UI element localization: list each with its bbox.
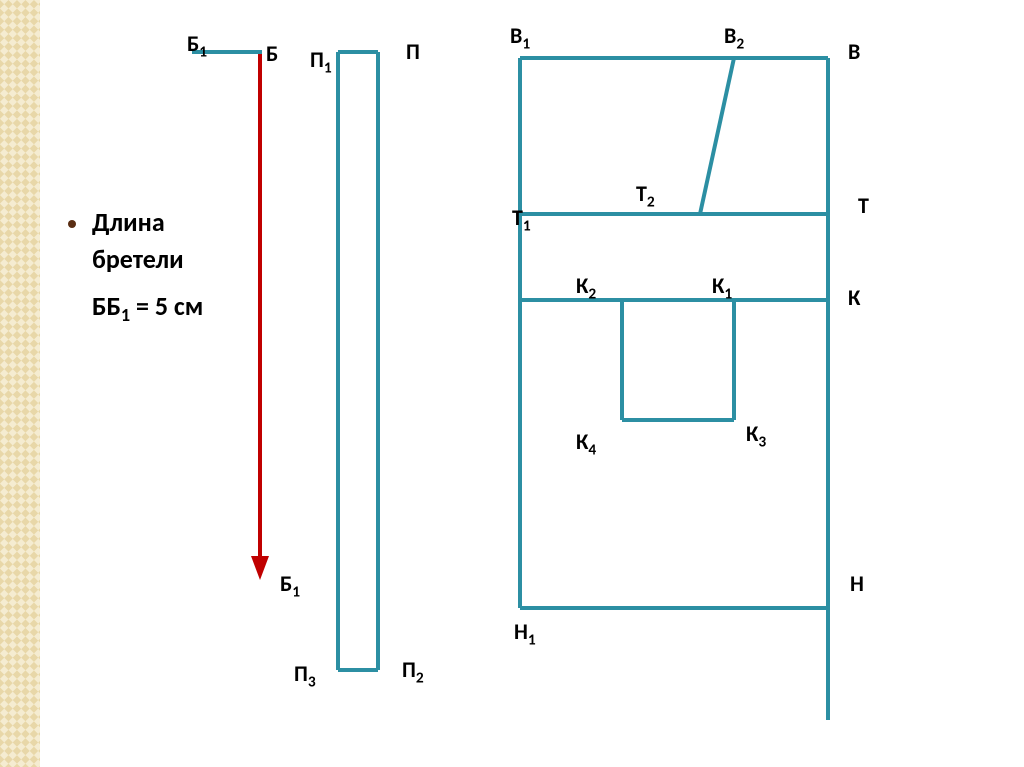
point-label-P: П xyxy=(406,38,420,65)
point-label-V1: В1 xyxy=(510,22,530,53)
point-label-K2: К2 xyxy=(576,272,596,303)
point-label-K4: К4 xyxy=(576,428,596,459)
point-label-H: Н xyxy=(850,570,864,597)
point-label-B: Б xyxy=(266,40,278,67)
point-label-K: К xyxy=(848,284,860,311)
point-label-P1: П1 xyxy=(310,46,332,77)
point-label-V: В xyxy=(848,38,860,65)
point-label-P3: П3 xyxy=(294,660,316,691)
point-label-H1: Н1 xyxy=(514,618,536,649)
point-label-T: Т xyxy=(858,192,869,219)
point-label-T1: Т1 xyxy=(512,204,531,235)
point-label-P2: П2 xyxy=(402,656,424,687)
point-label-B1sub: Б1 xyxy=(187,30,207,61)
diagram-svg xyxy=(0,0,1024,767)
point-label-Blow: Б1 xyxy=(280,570,300,601)
point-label-K1: К1 xyxy=(712,272,732,303)
point-label-T2: Т2 xyxy=(636,180,655,211)
point-label-K3: К3 xyxy=(746,420,766,451)
point-label-V2: В2 xyxy=(724,22,744,53)
